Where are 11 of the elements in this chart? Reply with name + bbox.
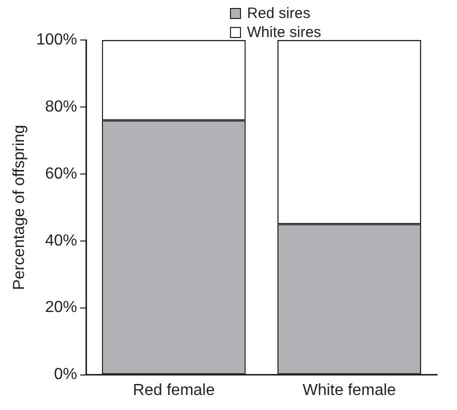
y-tick-label: 60% [45,165,78,182]
x-tick-label: Red female [132,382,215,399]
y-tick-label: 40% [45,232,78,250]
y-axis-title: Percentage of offspring [11,124,28,290]
y-tick-label: 100% [36,31,78,48]
legend-label: Red sires [247,4,310,23]
y-tick-label: 20% [45,299,78,316]
x-tick-label: White female [302,382,396,399]
series-label: White sires [247,23,322,42]
y-tick-label: 0% [54,366,78,384]
y-tick-label: 80% [45,98,78,116]
